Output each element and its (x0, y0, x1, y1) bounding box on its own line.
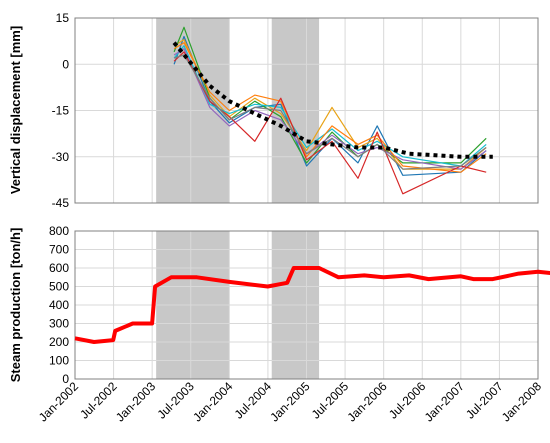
steam-y-tick-label: 600 (49, 261, 69, 275)
steam-x-tick-label: Jan-2007 (422, 379, 468, 425)
displacement-y-tick-label: -45 (52, 196, 70, 210)
displacement-trend-line (172, 41, 493, 159)
steam-y-tick-label: 0 (62, 372, 69, 386)
steam-y-axis-label: Steam production [ton/h] (8, 228, 23, 383)
displacement-y-axis-label: Vertical displacement [mm] (8, 26, 23, 194)
displacement-y-tick-label: -30 (52, 150, 70, 164)
displacement-series-line-6 (173, 42, 487, 173)
steam-x-tick-label: Jan-2003 (113, 379, 159, 425)
displacement-y-tick-label: 0 (62, 57, 69, 71)
displacement-y-tick-label: 15 (56, 11, 70, 25)
displacement-series-line-4 (173, 45, 487, 167)
steam-y-tick-label: 800 (49, 224, 69, 238)
steam-y-tick-label: 300 (49, 317, 69, 331)
steam-y-tick-label: 500 (49, 280, 69, 294)
steam-series-line-1 (74, 266, 550, 344)
displacement-y-tick-label: -15 (52, 104, 70, 118)
steam-x-tick-label: Jan-2006 (345, 379, 391, 425)
steam-plot-frame (74, 230, 539, 380)
steam-x-tick-label: Jan-2002 (36, 379, 82, 425)
steam-x-tick-label: Jan-2008 (499, 379, 545, 425)
displacement-chart: 15 0 -15 -30 -45 (52, 11, 539, 210)
displacement-plot-frame (74, 17, 539, 204)
steam-x-tick-label: Jan-2005 (267, 379, 313, 425)
steam-y-tick-label: 400 (49, 298, 69, 312)
steam-y-tick-label: 200 (49, 335, 69, 349)
steam-y-tick-label: 100 (49, 354, 69, 368)
displacement-series-line-7 (173, 51, 487, 195)
steam-x-tick-label: Jan-2004 (190, 379, 236, 425)
displacement-series-line-8 (173, 54, 487, 170)
steam-production-chart: 8007006005004003002001000Jan-2002Jul-200… (36, 224, 550, 425)
steam-y-tick-label: 700 (49, 243, 69, 257)
